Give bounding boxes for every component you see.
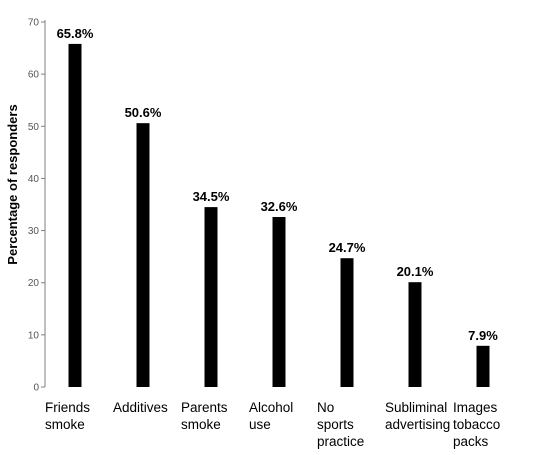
value-label: 20.1%: [397, 264, 434, 279]
category-label: Alcohol use: [249, 400, 293, 432]
value-label: 7.9%: [468, 328, 498, 343]
y-tick-label: 30: [28, 226, 40, 237]
category-label: Parents smoke: [181, 400, 228, 432]
bar: [408, 282, 422, 387]
value-label: 50.6%: [125, 105, 162, 120]
category-label: Subliminal advertising: [385, 400, 450, 432]
bar: [136, 123, 150, 388]
category-label: No sports practice: [317, 400, 364, 449]
category-label: Images tobacco packs: [453, 400, 500, 449]
bars: [68, 43, 490, 388]
category-label: Additives: [113, 400, 168, 415]
value-label: 24.7%: [329, 240, 366, 255]
y-tick-label: 40: [28, 174, 40, 185]
y-axis: 0 10 20 30 40 50 60 70: [28, 18, 46, 394]
bar: [476, 345, 490, 387]
y-tick-label: 20: [28, 278, 40, 289]
bar: [68, 43, 82, 388]
category-labels: Friends smoke Additives Parents smoke Alcohol…: [45, 400, 500, 449]
value-label: 34.5%: [193, 189, 230, 204]
y-tick-label: 60: [28, 70, 40, 81]
y-tick-label: 10: [28, 330, 40, 341]
value-label: 65.8%: [57, 26, 94, 41]
category-label: Friends smoke: [45, 400, 90, 432]
value-labels: 65.8% 50.6% 34.5% 32.6% 24.7% 20.1% 7.9%: [57, 26, 499, 343]
bar: [340, 258, 354, 387]
y-tick-label: 70: [28, 18, 40, 29]
value-label: 32.6%: [261, 199, 298, 214]
y-axis-title: Percentage of responders: [5, 104, 20, 264]
bar: [272, 217, 286, 387]
bar: [204, 207, 218, 387]
y-tick-label: 0: [33, 383, 39, 394]
y-tick-label: 50: [28, 122, 40, 133]
